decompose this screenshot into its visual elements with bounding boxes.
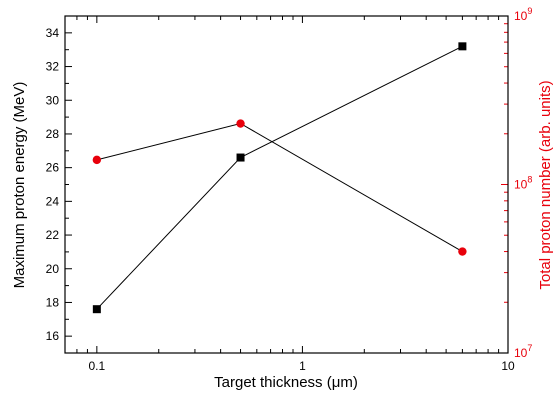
left-y-axis-title: Maximum proton energy (MeV) (11, 82, 28, 289)
series-1-point (236, 119, 245, 128)
y-tick-label: 34 (46, 26, 60, 40)
y-tick-label: 20 (46, 262, 60, 276)
y-tick-label: 22 (46, 228, 60, 242)
right-y-axis-title: Total proton number (arb. units) (537, 80, 554, 289)
tick-labels-layer: 0.1 1 10 16 18 20 22 24 26 28 30 32 34 107 108 109 (46, 6, 533, 373)
y-tick-label: 30 (46, 93, 60, 107)
y-tick-label: 26 (46, 161, 60, 175)
x-tick-label: 1 (299, 359, 306, 373)
series-0-line (96, 45, 463, 310)
y-tick-label: 18 (46, 295, 60, 309)
y2-tick-label: 109 (514, 6, 532, 23)
y2-tick-label: 108 (514, 175, 532, 192)
x-axis-title: Target thickness (μm) (214, 374, 358, 391)
x-tick-label: 10 (501, 359, 515, 373)
y-tick-label: 24 (46, 194, 60, 208)
series-1-line (96, 122, 463, 253)
series-layer (92, 42, 467, 314)
series-1-point (458, 247, 467, 256)
series-0-point (236, 153, 245, 162)
series-0-point (458, 42, 467, 51)
x-tick-label: 0.1 (89, 359, 106, 373)
ticks-layer (65, 15, 509, 354)
series-1-point (92, 155, 102, 165)
plot-frame (64, 15, 509, 354)
y2-tick-label: 107 (514, 343, 532, 360)
y-tick-label: 32 (46, 60, 60, 74)
y-tick-label: 28 (46, 127, 60, 141)
y-tick-label: 16 (46, 329, 60, 343)
series-0-point (92, 305, 101, 314)
